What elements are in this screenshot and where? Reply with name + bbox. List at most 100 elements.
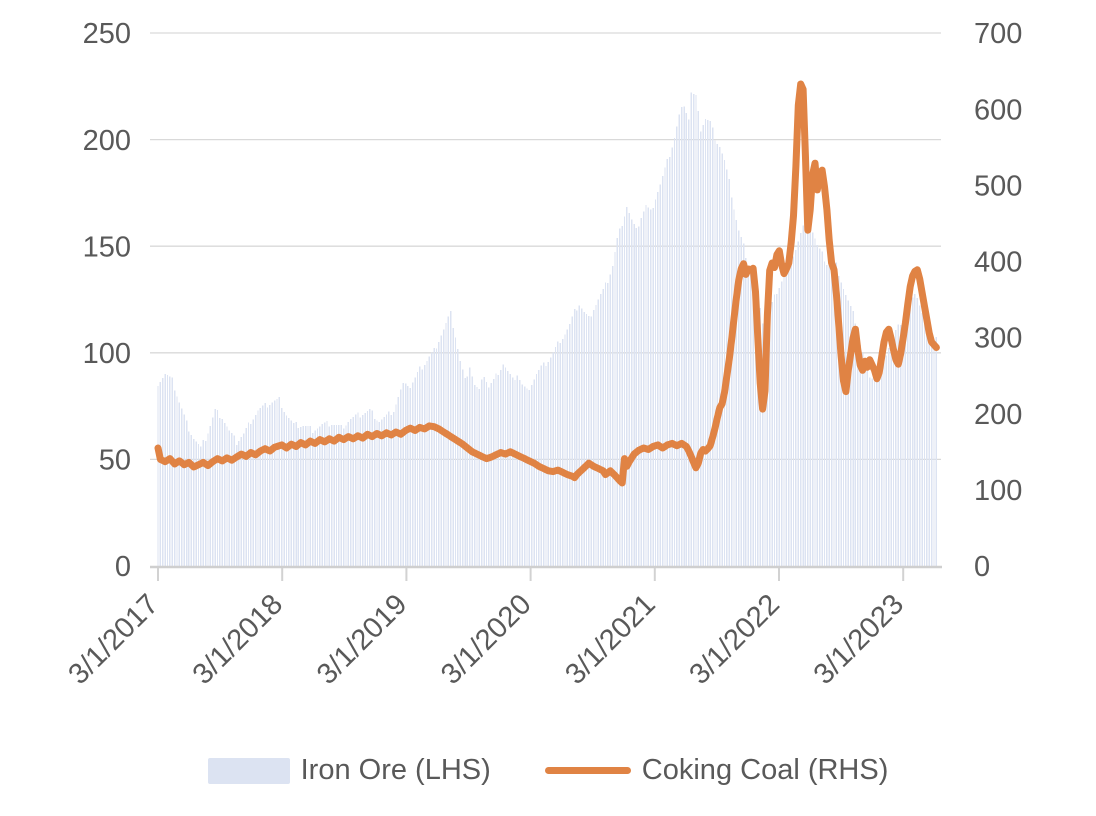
iron-ore-bar: [273, 400, 276, 566]
iron-ore-bar: [219, 417, 221, 566]
iron-ore-bar: [757, 299, 759, 566]
iron-ore-bar: [630, 219, 633, 567]
iron-ore-bar: [580, 308, 583, 566]
iron-ore-bar: [885, 355, 888, 566]
iron-ore-bar: [373, 418, 376, 566]
iron-ore-bar: [754, 290, 757, 566]
iron-ore-bar: [173, 390, 176, 566]
iron-ore-bar: [171, 377, 173, 566]
iron-ore-bar: [478, 389, 481, 566]
iron-ore-bar: [195, 441, 197, 566]
iron-ore-bar: [297, 427, 300, 566]
coking-coal-swatch: [544, 767, 631, 774]
iron-ore-bar: [869, 377, 871, 566]
iron-ore-bar: [383, 417, 385, 566]
iron-ore-bar: [250, 424, 252, 566]
iron-ore-bar: [307, 425, 309, 566]
iron-ore-bar: [730, 197, 733, 566]
iron-ore-bar: [566, 329, 569, 566]
iron-ore-bar: [342, 428, 345, 566]
iron-ore-bar: [352, 416, 354, 566]
iron-ore-bar: [902, 318, 904, 566]
iron-ore-bar: [650, 209, 652, 567]
iron-ore-bar: [847, 300, 849, 566]
iron-ore-bar: [790, 255, 792, 567]
iron-ore-bar: [321, 424, 323, 566]
iron-ore-bar: [550, 357, 552, 566]
iron-ore-bar: [214, 408, 216, 566]
legend-label-coking-coal: Coking Coal (RHS): [641, 754, 889, 786]
iron-ore-bar: [928, 333, 930, 566]
iron-ore-bar: [866, 366, 869, 567]
iron-ore-bar: [626, 206, 628, 566]
iron-ore-bar: [466, 376, 469, 566]
iron-ore-bar: [840, 282, 842, 566]
iron-ore-bar: [309, 425, 312, 566]
iron-ore-bar: [666, 158, 669, 567]
iron-ore-bar: [547, 361, 550, 566]
y-axis-left-tick-label: 200: [83, 125, 131, 157]
iron-ore-bar: [621, 225, 623, 566]
legend-item-coking-coal: Coking Coal (RHS): [544, 754, 889, 786]
iron-ore-bar: [897, 324, 899, 566]
iron-ore-bar: [335, 424, 338, 566]
iron-ore-bar: [442, 329, 445, 566]
iron-ore-bar: [402, 383, 404, 566]
iron-ore-bar: [711, 127, 714, 566]
iron-ore-bar: [859, 344, 861, 566]
iron-ore-bar: [842, 288, 845, 566]
chart-canvas: 3/1/2017 3/1/2018 3/1/2019 3/1/2020 3/1/2021…: [62, 18, 1022, 691]
iron-ore-bar: [597, 299, 600, 566]
iron-ore-bar: [616, 238, 619, 566]
iron-ore-bar: [502, 364, 504, 566]
iron-ore-bar: [792, 256, 795, 566]
iron-ore-bar: [661, 175, 664, 566]
iron-ore-bar: [435, 348, 438, 566]
iron-ore-bar: [426, 360, 428, 566]
iron-ore-bar: [495, 373, 497, 566]
iron-ore-bar: [390, 415, 392, 566]
y-axis-right-tick-label: 0: [974, 551, 990, 583]
iron-ore-bar: [164, 374, 166, 566]
iron-ore-bar: [431, 352, 433, 566]
iron-ore-bar: [719, 147, 721, 566]
iron-ore-bar: [407, 385, 409, 566]
iron-ore-bar: [404, 383, 407, 566]
iron-ore-bar: [909, 302, 911, 566]
iron-ore-bar: [202, 440, 204, 566]
iron-ore-bar: [771, 302, 773, 566]
iron-ore-bar: [421, 369, 423, 566]
iron-ore-bar: [392, 411, 395, 566]
iron-ore-bar: [895, 329, 897, 566]
iron-ore-bar: [388, 411, 390, 566]
iron-ore-swatch: [207, 757, 290, 784]
iron-ore-bar: [481, 379, 483, 566]
iron-ore-bar: [423, 365, 426, 566]
iron-ore-bar: [326, 421, 328, 566]
iron-ore-bar: [619, 228, 621, 567]
iron-ore-bar: [880, 362, 883, 566]
iron-ore-bar: [864, 361, 866, 566]
iron-ore-bar: [264, 402, 266, 566]
iron-ore-bar: [609, 274, 611, 566]
iron-ore-bar: [628, 213, 630, 566]
iron-ore-bar: [588, 316, 590, 566]
iron-ore-bar: [740, 237, 742, 566]
iron-ore-bar: [319, 426, 321, 566]
iron-ore-bar: [492, 378, 495, 566]
iron-ore-bar: [523, 386, 526, 566]
iron-ore-bar: [416, 371, 419, 566]
y-axis-right-tick-label: 400: [974, 247, 1022, 279]
iron-ore-bar: [821, 251, 823, 566]
iron-ore-bar: [185, 420, 188, 566]
x-axis-tick-label: 3/1/2019: [311, 588, 413, 690]
iron-ore-bar: [828, 259, 830, 566]
iron-ore-bar: [707, 119, 709, 566]
y-axis-right-tick-label: 300: [974, 323, 1022, 355]
iron-ore-bar: [571, 316, 573, 566]
iron-ore-bar: [678, 114, 680, 567]
iron-ore-bar: [845, 295, 847, 566]
iron-ore-bar: [397, 397, 400, 566]
iron-ore-bar: [233, 435, 235, 566]
iron-ore-bar: [357, 412, 359, 566]
